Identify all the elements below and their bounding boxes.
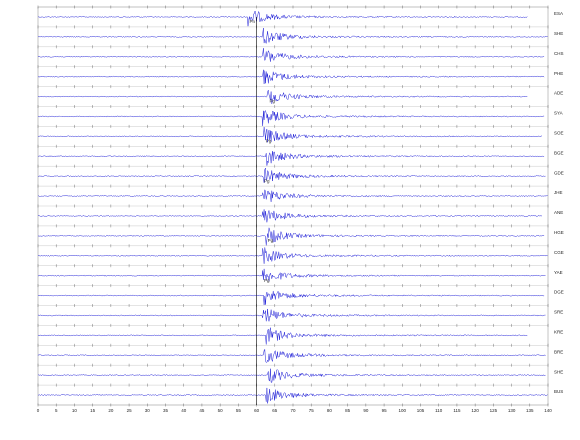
waveform (37, 110, 545, 126)
x-tick-label: 20 (108, 408, 114, 413)
x-tick-label: 75 (309, 408, 315, 413)
x-tick-label: 40 (181, 408, 187, 413)
waveform (37, 227, 545, 246)
waveform (37, 189, 548, 202)
x-tick-label: 115 (453, 408, 461, 413)
x-tick-label: 130 (508, 408, 516, 413)
station-label: SYA (554, 111, 563, 116)
x-tick-label: 15 (90, 408, 96, 413)
x-tick-label: 5 (55, 408, 58, 413)
x-tick-label: 70 (290, 408, 296, 413)
waveform (37, 290, 545, 306)
waveform (37, 10, 528, 27)
station-label: PHE (554, 71, 563, 76)
station-label: YAE (554, 270, 563, 275)
x-tick-label: 140 (544, 408, 552, 413)
waveform (37, 167, 546, 183)
x-tick-label: 55 (236, 408, 242, 413)
x-tick-label: 35 (163, 408, 169, 413)
x-tick-label: 100 (399, 408, 407, 413)
phase-label: Pg (264, 278, 270, 283)
phase-label: Pg (266, 139, 272, 144)
x-tick-label: 120 (471, 408, 479, 413)
station-label: HGE (554, 230, 564, 235)
station-label: DGE (554, 290, 564, 295)
station-label: ADE (554, 91, 563, 96)
x-tick-label: 95 (382, 408, 388, 413)
waveform (37, 48, 545, 62)
station-label: JHE (554, 190, 563, 195)
station-label: ANE (554, 210, 563, 215)
station-label: SHE (554, 31, 563, 36)
x-tick-label: 65 (272, 408, 278, 413)
waveform (37, 348, 546, 363)
station-label: SOE (554, 131, 564, 136)
waveform (37, 387, 548, 404)
station-label: CGE (554, 250, 564, 255)
waveform (37, 268, 546, 282)
waveform (37, 28, 548, 45)
station-label: BUS (554, 389, 563, 394)
station-label: BRE (554, 349, 563, 354)
station-label: CHS (554, 51, 564, 56)
x-tick-label: 0 (37, 408, 40, 413)
waveform (37, 327, 528, 345)
waveform (37, 247, 548, 264)
x-tick-label: 25 (127, 408, 133, 413)
station-label: ESA (554, 11, 563, 16)
station-label: GDE (554, 170, 564, 175)
waveform (37, 308, 546, 322)
waveform (37, 89, 528, 104)
phase-label: Pn (249, 19, 255, 24)
x-tick-label: 135 (526, 408, 534, 413)
x-tick-label: 10 (72, 408, 78, 413)
x-tick-label: 90 (363, 408, 369, 413)
x-tick-label: 85 (345, 408, 351, 413)
waveform (37, 209, 543, 223)
x-tick-label: 110 (435, 408, 443, 413)
x-tick-label: 30 (145, 408, 151, 413)
station-label: SRE (554, 310, 563, 315)
phase-label: Pg (264, 178, 270, 183)
x-tick-label: 50 (218, 408, 224, 413)
phase-label: Pg (268, 238, 274, 243)
phase-label: Pg (270, 99, 276, 104)
x-tick-label: 80 (327, 408, 333, 413)
waveform (37, 368, 546, 383)
station-label: BGE (554, 150, 564, 155)
x-tick-label: 125 (490, 408, 498, 413)
station-label: SHE (554, 369, 563, 374)
station-label: KRE (554, 330, 563, 335)
waveform (37, 127, 543, 143)
x-tick-label: 45 (199, 408, 205, 413)
waveform (37, 151, 545, 166)
x-tick-label: 60 (254, 408, 260, 413)
waveform (37, 69, 545, 84)
x-tick-label: 105 (417, 408, 425, 413)
